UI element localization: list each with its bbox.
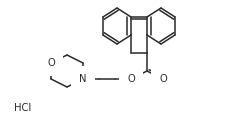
Text: N: N: [79, 74, 87, 84]
Text: HCl: HCl: [14, 103, 31, 113]
Text: O: O: [127, 74, 135, 84]
Text: O: O: [159, 74, 167, 84]
Text: O: O: [47, 58, 55, 68]
